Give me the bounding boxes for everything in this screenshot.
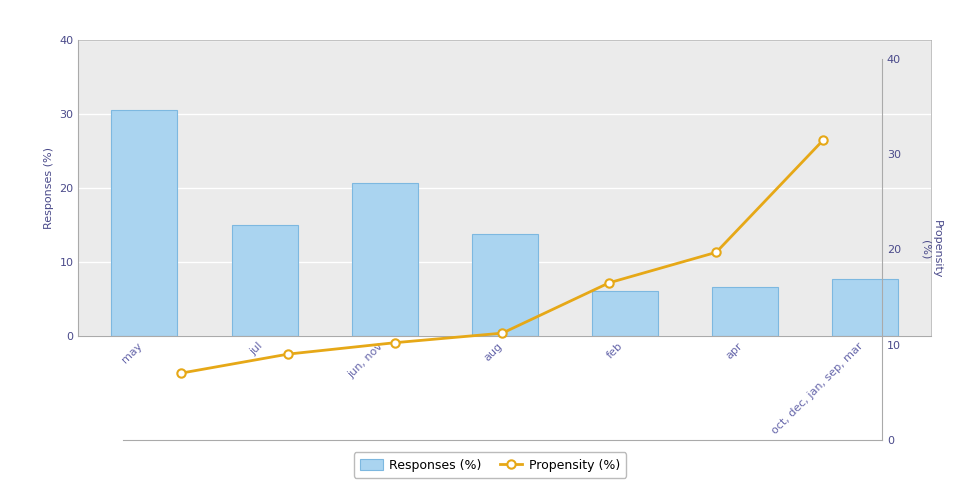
Bar (259, 297, 318, 440)
Bar (152, 150, 211, 440)
Y-axis label: Propensity
(%): Propensity (%) (920, 220, 942, 279)
Bar (687, 377, 746, 440)
Bar (472, 309, 532, 440)
Legend: Responses (%), Propensity (%): Responses (%), Propensity (%) (354, 453, 626, 478)
Y-axis label: Responses (%): Responses (%) (44, 208, 54, 290)
Bar (580, 382, 639, 440)
Bar (794, 367, 853, 440)
Bar (366, 244, 424, 440)
